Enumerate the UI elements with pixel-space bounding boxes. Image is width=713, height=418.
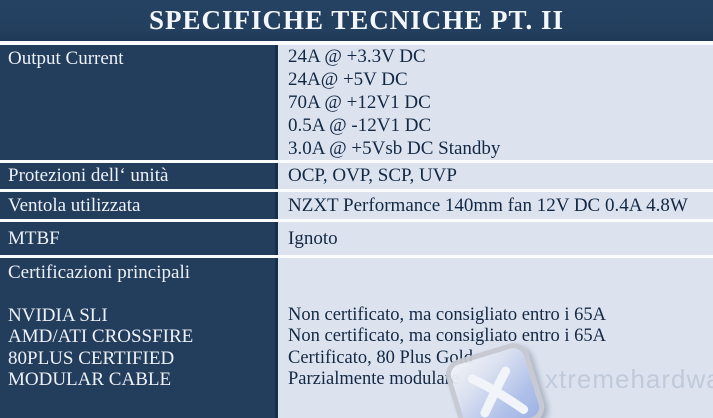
table-row-ventola: Ventola utilizzata NZXT Performance 140m… [0,192,713,219]
row-value: NZXT Performance 140mm fan 12V DC 0.4A 4… [278,192,713,219]
spacer-line [288,283,713,304]
cert-item-label: MODULAR CABLE [8,369,172,391]
table-row-protezioni: Protezioni dell‘ unità OCP, OVP, SCP, UV… [0,163,713,189]
cert-item-label: 80PLUS CERTIFIED [8,347,175,369]
row-label: Certificazioni principali NVIDIA SLI AMD… [0,258,278,418]
row-label: Output Current [0,45,278,160]
spacer-line [288,262,713,283]
value-line: 3.0A @ +5Vsb DC Standby [288,138,501,159]
spacer-line [8,283,275,304]
page-title: SPECIFICHE TECNICHE PT. II [0,0,713,41]
row-label-text: Certificazioni principali [8,262,191,283]
row-value: OCP, OVP, SCP, UVP [278,163,713,189]
cert-item-label: NVIDIA SLI [8,304,108,326]
cert-item-value: Parzialmente modulare [288,369,460,389]
row-label-text: Output Current [8,48,124,69]
row-label: Protezioni dell‘ unità [0,163,278,189]
row-value: Ignoto [278,222,713,255]
row-label: Ventola utilizzata [0,192,278,219]
value-line: 70A @ +12V1 DC [288,92,431,113]
row-label: MTBF [0,222,278,255]
table-row-mtbf: MTBF Ignoto [0,222,713,255]
row-value: 24A @ +3.3V DC 24A@ +5V DC 70A @ +12V1 D… [278,45,713,160]
cert-item-value: Non certificato, ma consigliato entro i … [288,304,607,325]
table-row-output-current: Output Current 24A @ +3.3V DC 24A@ +5V D… [0,45,713,160]
watermark-site-text: xtremehardware,com [545,364,713,394]
cert-item-value: Certificato, 80 Plus Gold [288,347,473,368]
xtremehardware-logo-icon [441,339,549,418]
value-line: 24A@ +5V DC [288,69,408,90]
cert-item-value: Non certificato, ma consigliato entro i … [288,326,607,347]
cert-item-label: AMD/ATI CROSSFIRE [8,326,194,348]
value-line: 24A @ +3.3V DC [288,46,426,67]
value-line: 0.5A @ -12V1 DC [288,115,432,136]
